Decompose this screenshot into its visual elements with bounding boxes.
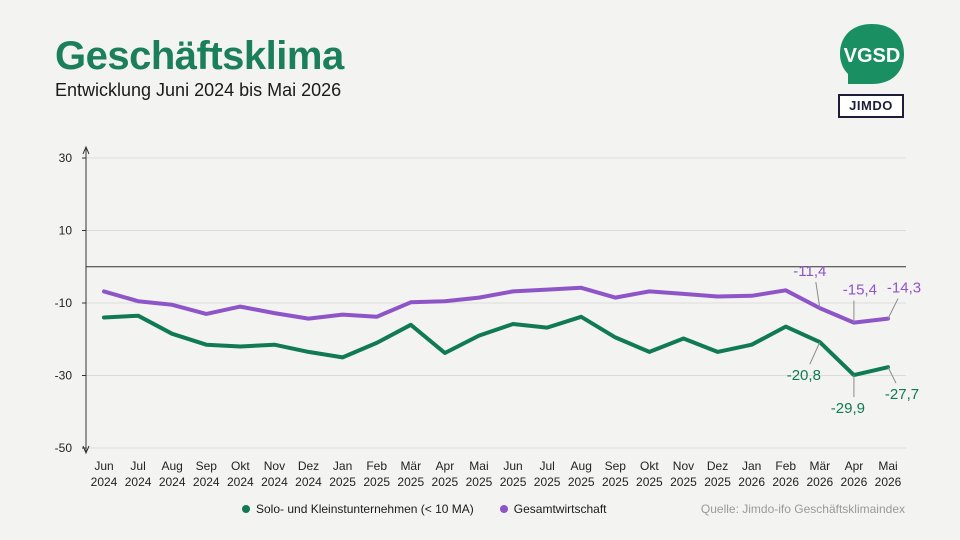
legend-item-gesamt: Gesamtwirtschaft xyxy=(499,502,607,516)
x-tick-label-month: Mär xyxy=(400,459,421,473)
x-tick-label-month: Jun xyxy=(94,459,113,473)
chart-legend: Solo- und Kleinstunternehmen (< 10 MA) G… xyxy=(242,502,607,516)
data-label: -27,7 xyxy=(885,386,919,403)
x-tick-label-year: 2024 xyxy=(193,475,220,489)
x-tick-label-month: Dez xyxy=(298,459,319,473)
x-tick-label-year: 2024 xyxy=(159,475,186,489)
x-tick-label-year: 2024 xyxy=(125,475,152,489)
x-tick-label-year: 2026 xyxy=(875,475,902,489)
data-label-leader xyxy=(887,366,897,384)
vgsd-logo-shape xyxy=(840,24,904,84)
x-tick-label-year: 2024 xyxy=(227,475,254,489)
x-tick-label-month: Aug xyxy=(571,459,592,473)
y-tick-label: 30 xyxy=(59,151,73,165)
x-tick-label-year: 2025 xyxy=(670,475,697,489)
x-tick-label-month: Mai xyxy=(878,459,897,473)
legend-marker-solo xyxy=(242,505,250,513)
data-label: -14,3 xyxy=(887,280,921,297)
x-tick-label-year: 2025 xyxy=(363,475,390,489)
x-tick-label-year: 2025 xyxy=(602,475,629,489)
x-tick-label-month: Okt xyxy=(231,459,250,473)
data-label-leader xyxy=(809,341,821,365)
chart-title: Geschäftsklima xyxy=(55,34,344,78)
x-tick-label-year: 2025 xyxy=(500,475,527,489)
x-tick-label-month: Okt xyxy=(640,459,659,473)
x-tick-label-month: Jun xyxy=(503,459,522,473)
x-tick-label-year: 2025 xyxy=(397,475,424,489)
vgsd-logo: VGSD xyxy=(840,24,904,84)
x-tick-label-month: Dez xyxy=(707,459,728,473)
y-tick-label: 10 xyxy=(59,224,73,238)
x-tick-label-year: 2026 xyxy=(841,475,868,489)
data-label: -20,8 xyxy=(787,367,821,384)
legend-marker-gesamt xyxy=(499,505,508,513)
y-tick-label: -50 xyxy=(55,441,73,455)
jimdo-logo: JIMDO xyxy=(838,94,904,118)
legend-item-solo: Solo- und Kleinstunternehmen (< 10 MA) xyxy=(242,502,474,516)
x-tick-label-month: Apr xyxy=(845,459,864,473)
data-label: -15,4 xyxy=(843,282,877,299)
x-tick-label-year: 2024 xyxy=(295,475,322,489)
x-tick-label-month: Nov xyxy=(264,459,285,473)
series-line-gesamt xyxy=(102,285,890,325)
x-tick-label-month: Mai xyxy=(469,459,488,473)
x-tick-label-year: 2025 xyxy=(704,475,731,489)
x-tick-label-year: 2025 xyxy=(432,475,459,489)
x-tick-label-month: Sep xyxy=(605,459,627,473)
vgsd-logo-text: VGSD xyxy=(844,45,901,67)
y-tick-label: -30 xyxy=(55,369,73,383)
x-tick-label-year: 2025 xyxy=(636,475,663,489)
x-tick-label-month: Apr xyxy=(436,459,455,473)
x-tick-label-year: 2024 xyxy=(261,475,288,489)
x-tick-label-year: 2024 xyxy=(91,475,118,489)
y-axis-arrow-top xyxy=(82,145,90,155)
x-tick-label-month: Feb xyxy=(366,459,387,473)
y-axis-arrow-bottom xyxy=(82,445,90,455)
source-note: Quelle: Jimdo-ifo Geschäftsklimaindex xyxy=(700,502,905,516)
x-tick-label-year: 2025 xyxy=(534,475,561,489)
x-tick-label-year: 2026 xyxy=(806,475,833,489)
x-tick-label-month: Jan xyxy=(333,459,352,473)
x-tick-label-year: 2025 xyxy=(568,475,595,489)
x-tick-label-year: 2025 xyxy=(329,475,356,489)
data-label: -11,4 xyxy=(793,263,826,280)
x-tick-label-month: Jul xyxy=(130,459,145,473)
legend-label-solo: Solo- und Kleinstunternehmen (< 10 MA) xyxy=(256,502,474,516)
x-tick-label-month: Sep xyxy=(196,459,218,473)
x-tick-label-year: 2026 xyxy=(772,475,799,489)
x-tick-label-month: Nov xyxy=(673,459,694,473)
data-label-leader xyxy=(887,298,899,319)
y-tick-label: -10 xyxy=(55,296,73,310)
legend-label-gesamt: Gesamtwirtschaft xyxy=(513,502,607,516)
x-tick-label-year: 2025 xyxy=(466,475,493,489)
x-tick-label-month: Jul xyxy=(539,459,554,473)
x-tick-label-year: 2026 xyxy=(738,475,765,489)
x-tick-label-month: Aug xyxy=(161,459,182,473)
chart-subtitle: Entwicklung Juni 2024 bis Mai 2026 xyxy=(55,80,342,100)
x-tick-label-month: Mär xyxy=(809,459,830,473)
x-tick-label-month: Jan xyxy=(742,459,761,473)
data-label-leader xyxy=(815,281,821,309)
x-tick-label-month: Feb xyxy=(775,459,796,473)
data-label: -29,9 xyxy=(831,400,865,417)
series-line-solo xyxy=(102,313,890,378)
